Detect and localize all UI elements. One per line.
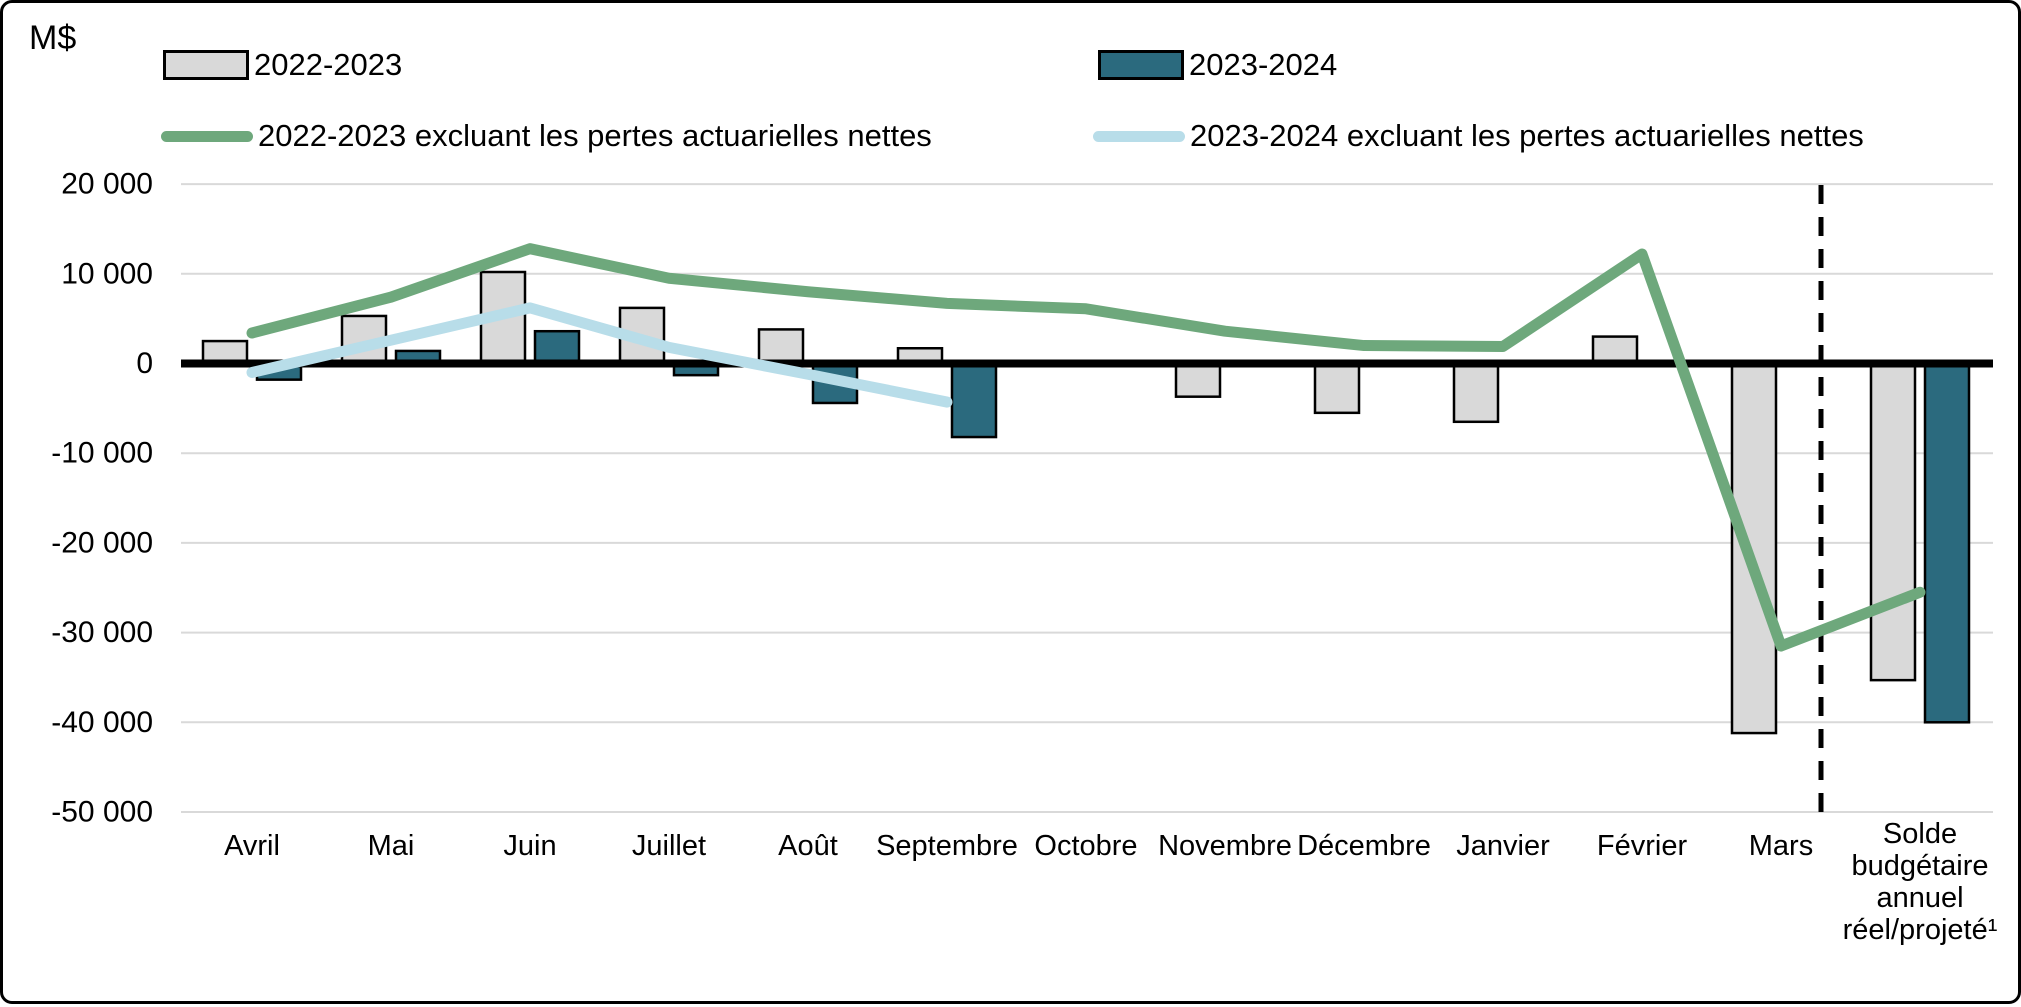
bar-2023-2024-juin [533, 329, 581, 365]
legend-label: 2022-2023 [254, 47, 403, 82]
legend-label: 2023-2024 [1189, 47, 1338, 82]
x-label-janvier: Janvier [1456, 830, 1550, 862]
x-label-avril: Avril [224, 830, 280, 862]
line-2022-2023-excluant-les-pertes-actuarielles-nettes [246, 243, 1926, 652]
x-label-solde-line-4: réel/projeté¹ [1843, 914, 1998, 946]
legend-item-line-2023-2024-excl: 2023-2024 excluant les pertes actuariell… [1093, 118, 1864, 153]
legend-item-bar-2022-2023: 2022-2023 [163, 47, 403, 82]
bar-2023-2024-solde-budge-taire-annuel-re-el-projete [1923, 362, 1971, 724]
y-tick-label-10000: 10 000 [61, 257, 153, 290]
legend-bar-swatch-2022-2023 [163, 50, 249, 80]
legend-item-bar-2023-2024: 2023-2024 [1098, 47, 1338, 82]
legend-item-line-2022-2023-excl: 2022-2023 excluant les pertes actuariell… [161, 118, 932, 153]
bar-2022-2023-de-cembre [1313, 362, 1361, 415]
bar-2022-2023-fe-vrier [1591, 335, 1639, 365]
legend-bar-swatch-2023-2024 [1098, 50, 1184, 80]
x-label-solde-line-3: annuel [1876, 882, 1963, 914]
x-label-septembre: Septembre [876, 830, 1018, 862]
y-tick-label--50000: -50 000 [51, 796, 153, 829]
legend-label: 2022-2023 excluant les pertes actuariell… [258, 118, 932, 153]
line-2023-2024-excluant-les-pertes-actuarielles-nettes [246, 302, 953, 408]
x-label-aou-t: Août [778, 830, 838, 862]
bar-2022-2023-mars [1730, 362, 1778, 735]
legend-line-swatch-2022-2023-excl [161, 130, 253, 142]
bar-2022-2023-aou-t [757, 328, 805, 365]
legend-label: 2023-2024 excluant les pertes actuariell… [1190, 118, 1864, 153]
y-tick-label-20000: 20 000 [61, 168, 153, 201]
y-tick-label--40000: -40 000 [51, 706, 153, 739]
legend-line-swatch-2023-2024-excl [1093, 130, 1185, 142]
x-label-octobre: Octobre [1034, 830, 1137, 862]
x-label-de-cembre: Décembre [1297, 830, 1431, 862]
x-label-juin: Juin [503, 830, 556, 862]
y-tick-label-0: 0 [136, 347, 153, 380]
bar-2023-2024-septembre [950, 362, 998, 439]
x-label-solde-line-1: Solde [1883, 818, 1957, 850]
x-label-novembre: Novembre [1158, 830, 1292, 862]
y-tick-label--30000: -30 000 [51, 616, 153, 649]
bar-2022-2023-novembre [1174, 362, 1222, 398]
bar-2022-2023-janvier [1452, 362, 1500, 424]
x-label-mai: Mai [368, 830, 415, 862]
y-tick-label--10000: -10 000 [51, 437, 153, 470]
chart-plot-area: 20 000 10 000 0 -10 000 -20 000 -30 000 -40 00… [51, 168, 1998, 946]
x-label-mars: Mars [1749, 830, 1813, 862]
x-label-juillet: Juillet [632, 830, 706, 862]
bar-2022-2023-solde-budge-taire-annuel-re-el-projete [1869, 362, 1917, 682]
y-tick-label--20000: -20 000 [51, 526, 153, 559]
x-label-solde-line-2: budgétaire [1851, 850, 1988, 882]
y-axis-unit-label: M$ [29, 19, 77, 57]
x-label-fe-vrier: Février [1597, 830, 1688, 862]
